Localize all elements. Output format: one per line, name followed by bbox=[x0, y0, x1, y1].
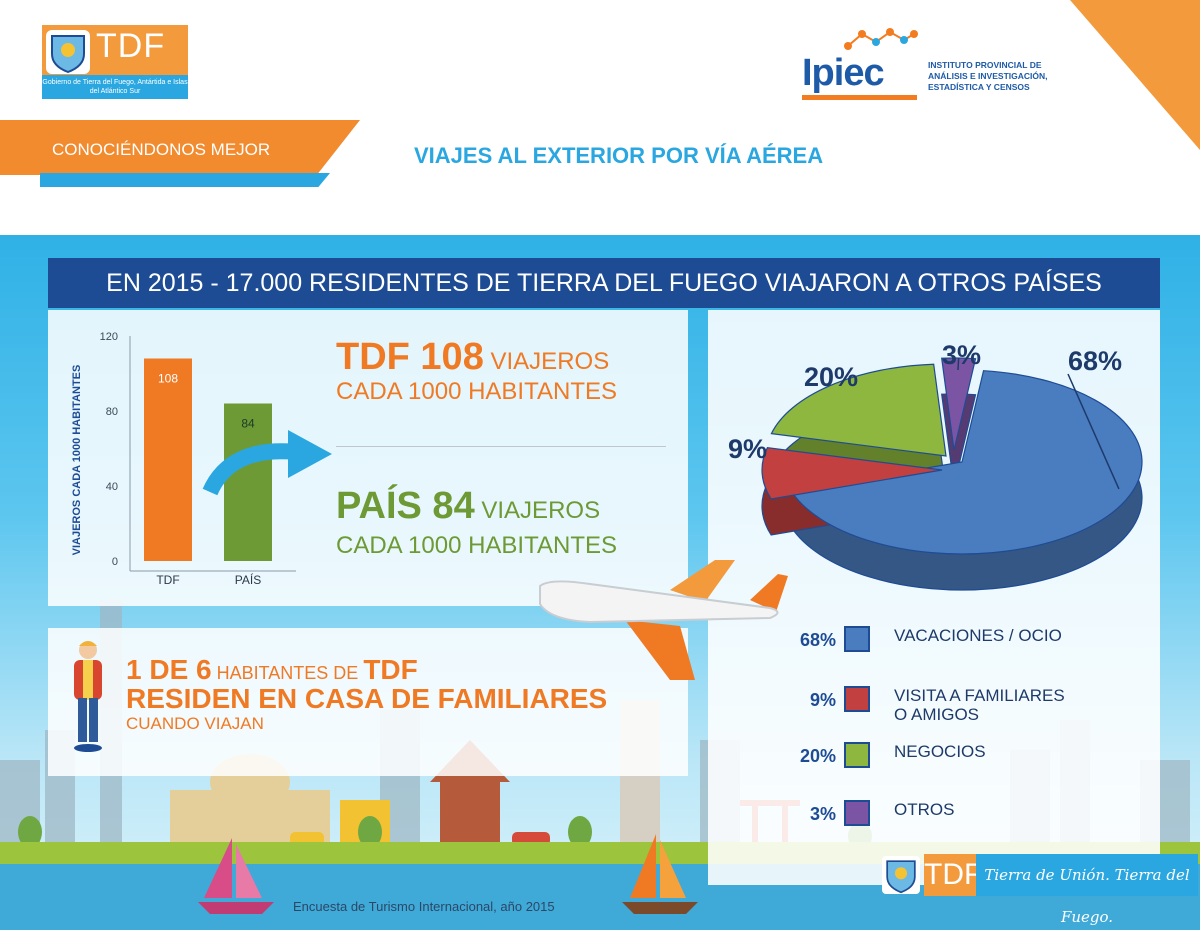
ipiec-underline bbox=[802, 95, 917, 100]
bar-tdf bbox=[144, 358, 192, 561]
ipiec-logo-text: Ipiec bbox=[802, 52, 885, 94]
residence-line3: CUANDO VIAJAN bbox=[126, 714, 264, 733]
tdf-stat-value: TDF 108 bbox=[336, 336, 484, 378]
pie-slices bbox=[761, 357, 1143, 555]
tdf-logo-text: TDF bbox=[96, 27, 166, 65]
header: TDF Gobierno de Tierra del Fuego, Antárt… bbox=[0, 0, 1200, 235]
pais-stat-unit: VIAJEROS bbox=[474, 497, 601, 524]
pie-data-labels: 68% 9% 20% 3% bbox=[728, 340, 1122, 490]
headline-banner: EN 2015 - 17.000 RESIDENTES DE TIERRA DE… bbox=[48, 258, 1160, 308]
provincial-shield-icon bbox=[46, 30, 90, 74]
orange-sailboat-icon bbox=[622, 834, 698, 914]
stats-divider bbox=[336, 446, 666, 447]
tdf-stat-line2: CADA 1000 HABITANTES bbox=[336, 378, 617, 405]
y-tick-label: 0 bbox=[112, 556, 118, 568]
footer-slogan: Tierra de Unión. Tierra del Fuego. bbox=[976, 854, 1198, 926]
legend-label: NEGOCIOS bbox=[894, 742, 986, 761]
section-banner-stripe bbox=[40, 173, 330, 187]
pie-slice-3 bbox=[940, 357, 977, 451]
y-axis-ticks: 0 40 80 120 bbox=[100, 331, 296, 572]
airplane-icon bbox=[539, 560, 788, 680]
pie-legend: 68% VACACIONES / OCIO 9% VISITA A FAMILIARE… bbox=[758, 620, 1158, 830]
tdf-government-logo: TDF Gobierno de Tierra del Fuego, Antárt… bbox=[42, 25, 188, 99]
pie-data-label: 3% bbox=[942, 340, 981, 370]
pie-leader-line bbox=[1067, 373, 1120, 490]
pie-slice-1 bbox=[761, 446, 943, 500]
footer-shield-icon bbox=[882, 856, 920, 894]
bar-data-label: 108 bbox=[158, 372, 178, 386]
pie-data-label: 68% bbox=[1068, 346, 1122, 376]
section-banner-label: CONOCIÉNDONOS MEJOR bbox=[52, 140, 271, 159]
tdf-stat-unit: VIAJEROS bbox=[483, 348, 610, 375]
tdf-travelers-stat: TDF 108 VIAJEROS bbox=[336, 336, 609, 379]
ipiec-molecule-icon bbox=[844, 28, 918, 50]
bar-data-label: 84 bbox=[241, 417, 255, 431]
residence-headline: 1 DE 6 HABITANTES DE TDF bbox=[126, 654, 418, 685]
x-axis-labels: TDF PAÍS bbox=[156, 572, 261, 587]
page-title: VIAJES AL EXTERIOR POR VÍA AÉREA bbox=[414, 143, 824, 168]
ipiec-description: INSTITUTO PROVINCIAL DE ANÁLISIS E INVES… bbox=[928, 60, 1048, 92]
y-tick-label: 120 bbox=[100, 331, 118, 343]
legend-label: OTROS bbox=[894, 800, 955, 819]
pie-data-label: 20% bbox=[804, 362, 858, 392]
footer-tdf-text: TDF bbox=[924, 854, 982, 896]
data-source: Encuesta de Turismo Internacional, año 2… bbox=[293, 899, 555, 914]
legend-swatch bbox=[844, 800, 870, 826]
pie-slice-2 bbox=[770, 363, 947, 457]
pie-leader-line bbox=[957, 357, 960, 371]
x-tick-label: TDF bbox=[156, 573, 179, 587]
pie-data-label: 9% bbox=[728, 434, 767, 464]
pais-travelers-stat: PAÍS 84 VIAJEROS bbox=[336, 485, 600, 528]
x-tick-label: PAÍS bbox=[235, 572, 261, 587]
legend-percent: 20% bbox=[799, 746, 836, 766]
legend-swatch bbox=[844, 742, 870, 768]
pie-slice-0 bbox=[790, 370, 1143, 555]
residence-panel bbox=[48, 628, 688, 776]
pais-stat-line2: CADA 1000 HABITANTES bbox=[336, 532, 617, 559]
corner-decoration bbox=[1070, 0, 1200, 150]
section-banner-background bbox=[0, 120, 360, 175]
y-tick-label: 80 bbox=[106, 406, 118, 418]
legend-swatch bbox=[844, 626, 870, 652]
traveler-person-icon bbox=[74, 641, 102, 752]
legend-label: VISITA A FAMILIARES O AMIGOS bbox=[894, 686, 1065, 724]
residence-line2: RESIDEN EN CASA DE FAMILIARES bbox=[126, 683, 608, 714]
legend-swatch bbox=[844, 686, 870, 712]
curved-arrow-icon bbox=[202, 430, 332, 496]
pais-stat-value: PAÍS 84 bbox=[336, 485, 475, 527]
legend-label: VACACIONES / OCIO bbox=[894, 626, 1062, 645]
y-axis-title: VIAJEROS CADA 1000 HABITANTES bbox=[71, 365, 83, 556]
legend-percent: 3% bbox=[809, 804, 836, 824]
legend-percent: 9% bbox=[809, 690, 836, 710]
bar-país bbox=[224, 403, 272, 561]
pie-chart: 68% 9% 20% 3% bbox=[728, 340, 1143, 591]
legend-percent: 68% bbox=[799, 630, 836, 650]
bar-chart: VIAJEROS CADA 1000 HABITANTES 0 40 80 120 1… bbox=[71, 331, 296, 587]
y-tick-label: 40 bbox=[106, 481, 118, 493]
bar-series: 108 84 bbox=[144, 358, 272, 561]
footer-brand-logo: TDF Tierra de Unión. Tierra del Fuego. bbox=[880, 854, 1198, 926]
pink-sailboat-icon bbox=[198, 838, 274, 914]
tdf-logo-caption: Gobierno de Tierra del Fuego, Antártida … bbox=[42, 75, 188, 99]
